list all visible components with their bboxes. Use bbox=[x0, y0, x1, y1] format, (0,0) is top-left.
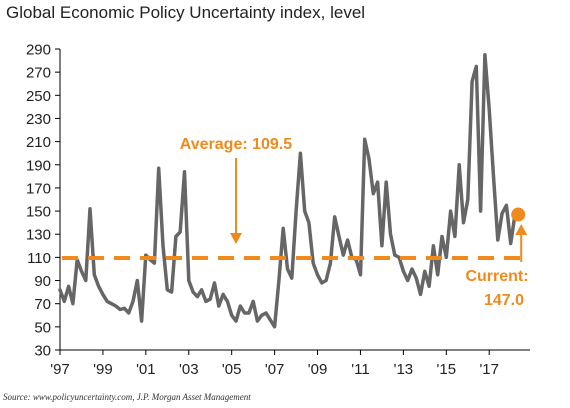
y-tick-label: 290 bbox=[26, 42, 51, 59]
x-tick-label: '15 bbox=[437, 361, 457, 378]
average-arrow-head bbox=[229, 233, 242, 244]
x-tick-label: '05 bbox=[222, 361, 242, 378]
y-tick-label: 250 bbox=[26, 88, 51, 105]
x-axis: '97 '99 '01 '03 '05 '07 '09 '11 '13 '15 '17 bbox=[50, 349, 530, 378]
current-arrow-head bbox=[515, 224, 528, 235]
y-tick-label: 210 bbox=[26, 134, 51, 151]
y-tick-label: 170 bbox=[26, 180, 51, 197]
average-label: Average: 109.5 bbox=[180, 136, 292, 153]
y-tick-label: 190 bbox=[26, 157, 51, 174]
y-tick-label: 130 bbox=[26, 227, 51, 244]
current-arrow bbox=[515, 224, 528, 262]
current-label-line2: 147.0 bbox=[484, 292, 524, 309]
x-ticks: '97 '99 '01 '03 '05 '07 '09 '11 '13 '15 '17 bbox=[50, 350, 499, 378]
y-tick-label: 230 bbox=[26, 111, 51, 128]
y-ticks: 30 50 70 90 110 130 150 170 190 210 230 250 270 290 bbox=[26, 42, 60, 360]
current-value-marker bbox=[511, 207, 526, 222]
y-tick-label: 70 bbox=[34, 296, 51, 313]
y-tick-label: 30 bbox=[34, 343, 51, 360]
y-tick-label: 110 bbox=[27, 250, 51, 267]
y-axis: 30 50 70 90 110 130 150 170 190 210 230 250 270 290 bbox=[26, 42, 61, 360]
chart-title: Global Economic Policy Uncertainty index… bbox=[6, 3, 366, 22]
series-line bbox=[58, 53, 517, 329]
x-tick-label: '11 bbox=[351, 361, 369, 378]
source-note: Source: www.policyuncertainty.com, J.P. … bbox=[3, 392, 251, 402]
x-tick-label: '17 bbox=[479, 361, 499, 378]
x-tick-label: '99 bbox=[93, 361, 113, 378]
x-tick-label: '97 bbox=[50, 361, 70, 378]
y-tick-label: 270 bbox=[26, 65, 51, 82]
x-tick-label: '07 bbox=[265, 361, 285, 378]
x-tick-label: '03 bbox=[179, 361, 199, 378]
x-tick-label: '13 bbox=[394, 361, 414, 378]
x-tick-label: '01 bbox=[136, 361, 156, 378]
average-arrow bbox=[229, 158, 242, 244]
y-tick-label: 50 bbox=[34, 319, 51, 336]
current-label-line1: Current: bbox=[465, 268, 528, 285]
x-tick-label: '09 bbox=[308, 361, 328, 378]
y-tick-label: 150 bbox=[26, 204, 51, 221]
y-tick-label: 90 bbox=[34, 273, 51, 290]
